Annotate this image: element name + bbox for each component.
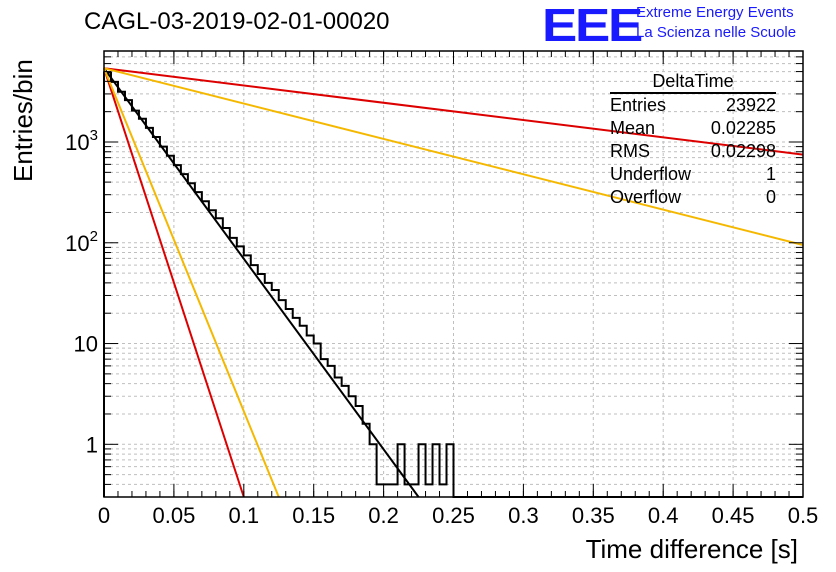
stats-row-rms: RMS 0.02298 — [610, 140, 776, 163]
x-tick-label: 0.15 — [292, 503, 335, 528]
x-tick-label: 0.3 — [508, 503, 539, 528]
stats-value: 0 — [765, 187, 776, 207]
stats-row-mean: Mean 0.02285 — [610, 117, 776, 140]
x-axis-label: Time difference [s] — [585, 534, 798, 564]
stats-label: Mean — [610, 118, 656, 138]
stats-row-entries: Entries 23922 — [610, 94, 776, 117]
x-tick-label: 0.4 — [648, 503, 679, 528]
fit-lines — [103, 67, 804, 498]
series-line — [103, 67, 804, 246]
x-tick-label: 0.45 — [712, 503, 755, 528]
page-title: CAGL-03-2019-02-01-00020 — [84, 8, 390, 35]
series-line — [103, 67, 420, 498]
eee-logo: EEE — [542, 0, 643, 51]
tick-labels: 0 0.05 0.1 0.15 0.2 0.25 0.3 0.35 0.4 0.45 0.51101… — [65, 127, 818, 528]
x-tick-label: 0 — [98, 503, 110, 528]
x-tick-label: 0.25 — [432, 503, 475, 528]
logo-line-2: La Scienza nelle Scuole — [636, 24, 797, 41]
stats-row-overflow: Overflow 0 — [610, 186, 776, 209]
y-tick-label: 102 — [65, 228, 98, 256]
y-tick-label: 103 — [65, 127, 98, 155]
x-tick-label: 0.05 — [152, 503, 195, 528]
series-line — [103, 67, 280, 498]
x-tick-label: 0.2 — [368, 503, 399, 528]
stats-label: Underflow — [610, 164, 692, 184]
stats-value: 23922 — [725, 95, 776, 115]
stats-box: DeltaTime Entries 23922 Mean 0.02285 RMS… — [610, 70, 776, 209]
series-line — [103, 67, 245, 498]
stats-name: DeltaTime — [610, 70, 776, 94]
stats-value: 0.02298 — [710, 141, 776, 161]
x-tick-label: 0.5 — [788, 503, 819, 528]
series-line — [103, 67, 804, 156]
stats-label: Entries — [610, 95, 667, 115]
stats-value: 0.02285 — [710, 118, 776, 138]
x-tick-label: 0.1 — [229, 503, 260, 528]
axis-ticks — [103, 50, 804, 498]
y-tick-label: 10 — [74, 332, 98, 357]
stats-label: Overflow — [610, 187, 682, 207]
y-axis-label: Entries/bin — [8, 59, 38, 182]
stats-label: RMS — [610, 141, 650, 161]
stats-row-underflow: Underflow 1 — [610, 163, 776, 186]
y-tick-label: 1 — [86, 432, 98, 457]
x-tick-label: 0.35 — [572, 503, 615, 528]
stats-value: 1 — [765, 164, 776, 184]
logo-line-1: Extreme Energy Events — [636, 4, 794, 21]
